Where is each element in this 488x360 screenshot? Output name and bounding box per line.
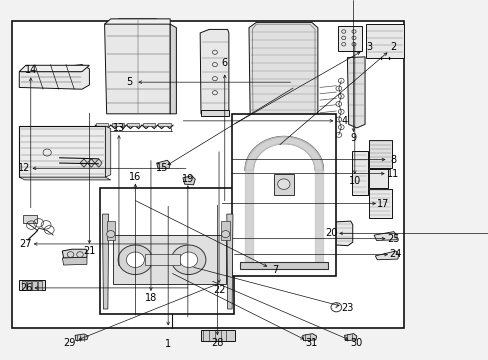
Polygon shape <box>19 64 89 89</box>
Polygon shape <box>245 137 323 170</box>
Text: 19: 19 <box>182 174 194 184</box>
Polygon shape <box>170 24 176 114</box>
Polygon shape <box>19 65 89 72</box>
Text: 25: 25 <box>386 234 399 244</box>
Text: 12: 12 <box>19 163 31 173</box>
Polygon shape <box>102 214 108 309</box>
Polygon shape <box>62 249 87 258</box>
Text: 9: 9 <box>350 134 356 143</box>
Text: 6: 6 <box>221 58 227 68</box>
Text: 16: 16 <box>129 172 141 182</box>
Text: 24: 24 <box>389 249 401 260</box>
Bar <box>106 221 115 240</box>
Bar <box>351 151 367 195</box>
Polygon shape <box>105 126 110 177</box>
Polygon shape <box>156 160 170 168</box>
Bar <box>27 281 31 290</box>
Polygon shape <box>201 110 228 116</box>
Bar <box>32 281 37 290</box>
Bar <box>22 215 37 223</box>
Bar <box>337 26 362 51</box>
Text: 20: 20 <box>325 228 337 238</box>
Text: 30: 30 <box>350 338 362 348</box>
Polygon shape <box>104 19 170 114</box>
Text: 7: 7 <box>271 265 277 275</box>
Text: 2: 2 <box>390 42 396 52</box>
Text: 29: 29 <box>63 338 76 348</box>
Bar <box>19 280 44 291</box>
Polygon shape <box>373 231 396 240</box>
Text: 4: 4 <box>341 116 347 126</box>
Polygon shape <box>263 116 285 123</box>
Polygon shape <box>62 257 87 265</box>
Text: 3: 3 <box>366 42 371 52</box>
Polygon shape <box>75 334 88 341</box>
Polygon shape <box>95 159 102 167</box>
Bar <box>201 330 234 341</box>
Polygon shape <box>262 266 275 274</box>
Circle shape <box>126 252 144 267</box>
Bar <box>158 123 170 126</box>
Bar <box>368 140 391 168</box>
Bar <box>19 126 105 177</box>
Text: 11: 11 <box>386 168 398 179</box>
Text: 26: 26 <box>20 283 33 293</box>
Bar <box>12 21 403 328</box>
Polygon shape <box>200 30 228 114</box>
Bar <box>21 281 26 290</box>
Text: 22: 22 <box>212 285 225 295</box>
Bar <box>113 235 225 284</box>
Text: 28: 28 <box>211 338 223 348</box>
Bar <box>273 174 293 195</box>
Polygon shape <box>319 221 352 246</box>
Text: 18: 18 <box>144 293 157 303</box>
Polygon shape <box>87 159 95 167</box>
Bar <box>101 188 233 314</box>
Bar <box>142 123 155 126</box>
Text: 31: 31 <box>305 338 317 348</box>
Polygon shape <box>314 170 323 265</box>
Text: 5: 5 <box>126 77 132 87</box>
Bar <box>368 189 391 217</box>
Polygon shape <box>104 19 170 24</box>
Text: 27: 27 <box>19 239 32 249</box>
Circle shape <box>171 245 205 275</box>
Text: 1: 1 <box>165 339 171 349</box>
Text: 21: 21 <box>83 246 96 256</box>
Polygon shape <box>80 159 87 167</box>
Bar <box>221 221 229 240</box>
Bar <box>111 123 123 126</box>
Polygon shape <box>19 177 110 180</box>
Polygon shape <box>248 22 317 121</box>
Polygon shape <box>365 24 403 58</box>
Polygon shape <box>226 214 232 309</box>
Text: 10: 10 <box>348 176 360 186</box>
Circle shape <box>106 231 115 238</box>
Circle shape <box>221 231 229 238</box>
Polygon shape <box>183 176 195 185</box>
Bar <box>38 281 42 290</box>
Circle shape <box>179 252 197 267</box>
Bar <box>144 255 179 265</box>
Text: 17: 17 <box>377 198 389 208</box>
Polygon shape <box>375 251 398 260</box>
Polygon shape <box>346 57 365 128</box>
Text: 14: 14 <box>24 65 37 75</box>
Bar <box>231 114 336 276</box>
Text: 15: 15 <box>156 163 168 173</box>
Polygon shape <box>344 334 356 341</box>
Polygon shape <box>212 283 224 292</box>
Text: 23: 23 <box>341 303 353 313</box>
Bar <box>127 123 139 126</box>
Circle shape <box>118 245 152 275</box>
Bar <box>96 123 108 126</box>
Text: 8: 8 <box>390 154 396 165</box>
Polygon shape <box>302 334 316 341</box>
Polygon shape <box>144 289 163 296</box>
Text: 13: 13 <box>113 123 125 133</box>
Bar <box>368 170 387 188</box>
Circle shape <box>277 179 289 189</box>
Bar <box>240 262 327 269</box>
Polygon shape <box>245 170 253 265</box>
